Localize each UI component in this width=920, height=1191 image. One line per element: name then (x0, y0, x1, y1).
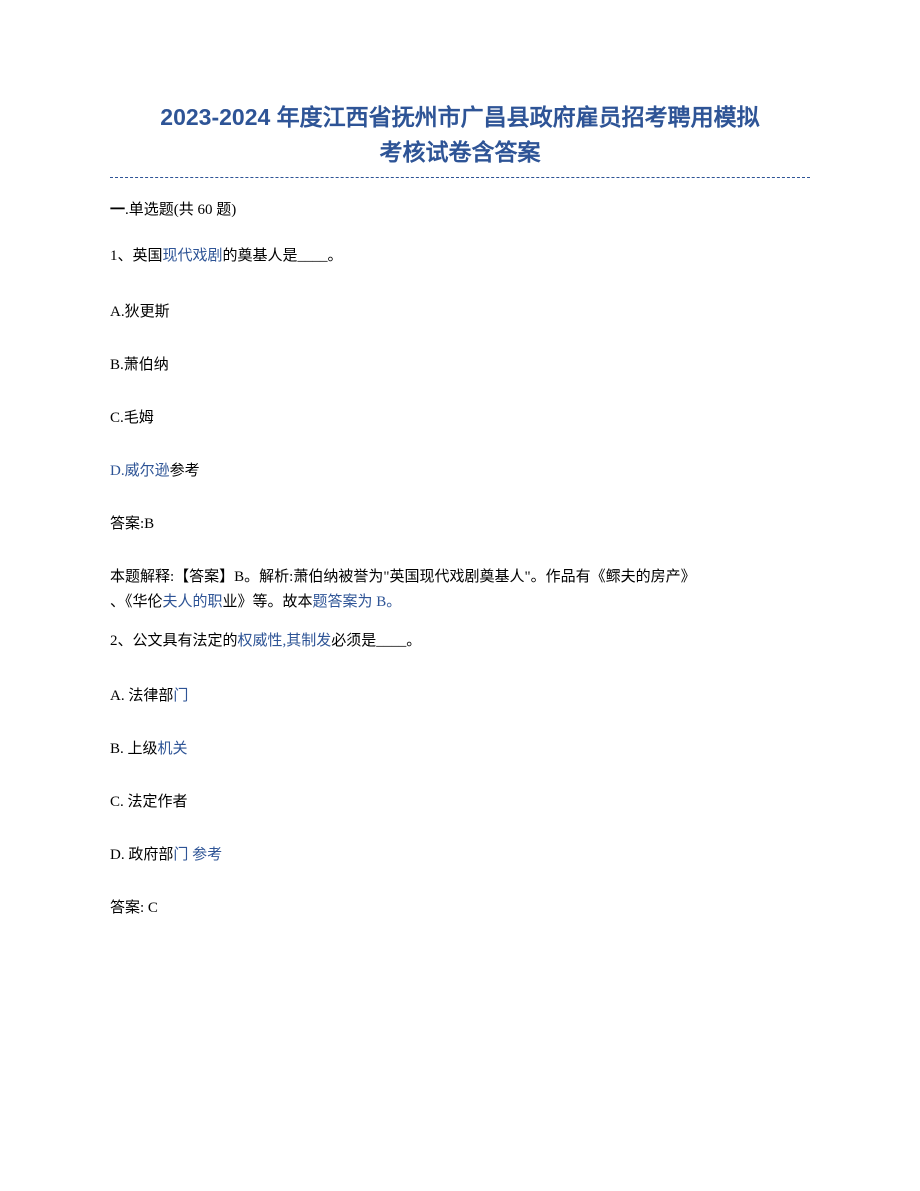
document-title: 2023-2024 年度江西省抚州市广昌县政府雇员招考聘用模拟 考核试卷含答案 (110, 100, 810, 169)
q2-option-d: D. 政府部门 参考 (110, 843, 810, 864)
section-label: .单选题(共 60 题) (125, 202, 236, 218)
q2-b-p2: 机关 (158, 741, 188, 757)
q1-explanation: 本题解释:【答案】B。解析:萧伯纳被誉为"英国现代戏剧奠基人"。作品有《鳏夫的房… (110, 565, 810, 616)
q2-p1: 公文具有法定的 (133, 633, 238, 649)
q2-option-b: B. 上级机关 (110, 737, 810, 758)
q1-d-p2: 参考 (170, 463, 200, 479)
q1-option-d: D.威尔逊参考 (110, 459, 810, 480)
title-divider (110, 177, 810, 178)
section-prefix: 一 (110, 202, 125, 218)
q2-p3: 必须是____。 (331, 633, 421, 649)
q2-a-p2: 门 (173, 688, 188, 704)
q1-number: 1、 (110, 248, 133, 264)
q2-option-c: C. 法定作者 (110, 790, 810, 811)
title-line-2: 考核试卷含答案 (380, 139, 541, 165)
q2-option-a: A. 法律部门 (110, 684, 810, 705)
q1-option-a: A.狄更斯 (110, 300, 810, 321)
title-line-1: 2023-2024 年度江西省抚州市广昌县政府雇员招考聘用模拟 (160, 104, 759, 130)
q1-p1: 英国 (133, 248, 163, 264)
q1-expl-p2d: 题答案为 B。 (313, 594, 402, 610)
q2-answer: 答案: C (110, 896, 810, 917)
q1-d-p1: D.威尔逊 (110, 463, 170, 479)
q1-option-b: B.萧伯纳 (110, 353, 810, 374)
q1-p3: 的奠基人是____。 (223, 248, 343, 264)
q1-expl-p2a: 、《华伦 (110, 594, 163, 610)
question-2: 2、公文具有法定的权威性,其制发必须是____。 (110, 630, 810, 653)
question-1: 1、英国现代戏剧的奠基人是____。 (110, 245, 810, 268)
q2-a-p1: A. 法律部 (110, 688, 173, 704)
q2-d-p2: 门 参考 (173, 847, 222, 863)
q2-b-p1: B. 上级 (110, 741, 158, 757)
q2-d-p1: D. 政府部 (110, 847, 173, 863)
q1-expl-p1: 本题解释:【答案】B。解析:萧伯纳被誉为"英国现代戏剧奠基人"。作品有《鳏夫的房… (110, 569, 696, 585)
q1-p2: 现代戏剧 (163, 248, 223, 264)
q2-p2: 权威性,其制发 (238, 633, 332, 649)
q1-option-c: C.毛姆 (110, 406, 810, 427)
q1-expl-p2b: 夫人的职 (163, 594, 223, 610)
q1-expl-p2c: 业》等。故本 (223, 594, 313, 610)
q2-number: 2、 (110, 633, 133, 649)
section-header: 一.单选题(共 60 题) (110, 198, 810, 219)
q1-answer: 答案:B (110, 512, 810, 533)
